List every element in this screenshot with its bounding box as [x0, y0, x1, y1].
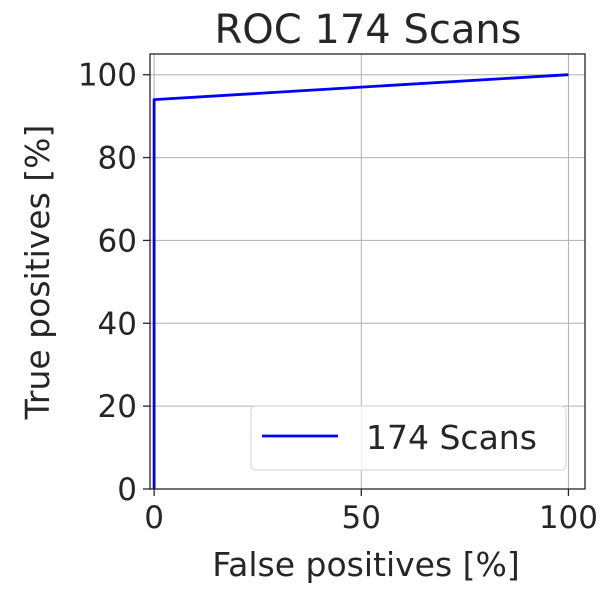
- plot-frame: [149, 53, 586, 490]
- y-tick-label: 0: [117, 472, 137, 508]
- roc-curve-line: [152, 73, 569, 489]
- x-tick-label: 50: [342, 500, 381, 536]
- chart-title: ROC 174 Scans: [214, 7, 521, 53]
- y-tick-label: 40: [98, 306, 137, 342]
- y-tick-label: 60: [98, 223, 137, 259]
- x-tick-label: 100: [539, 500, 598, 536]
- y-tick-label: 20: [98, 389, 137, 425]
- x-axis-label: False positives [%]: [212, 545, 520, 584]
- y-axis-label: True positives [%]: [18, 125, 57, 421]
- legend: 174 Scans: [250, 405, 567, 471]
- y-tick-label: 80: [98, 141, 137, 177]
- legend-label: 174 Scans: [366, 418, 537, 457]
- x-tick-label: 0: [144, 500, 164, 536]
- series-layer: [152, 73, 569, 489]
- ticks: 0 50 100 0 20 40 60 80 100: [78, 58, 598, 536]
- legend-box: [250, 405, 567, 471]
- y-tick-label: 100: [78, 58, 137, 94]
